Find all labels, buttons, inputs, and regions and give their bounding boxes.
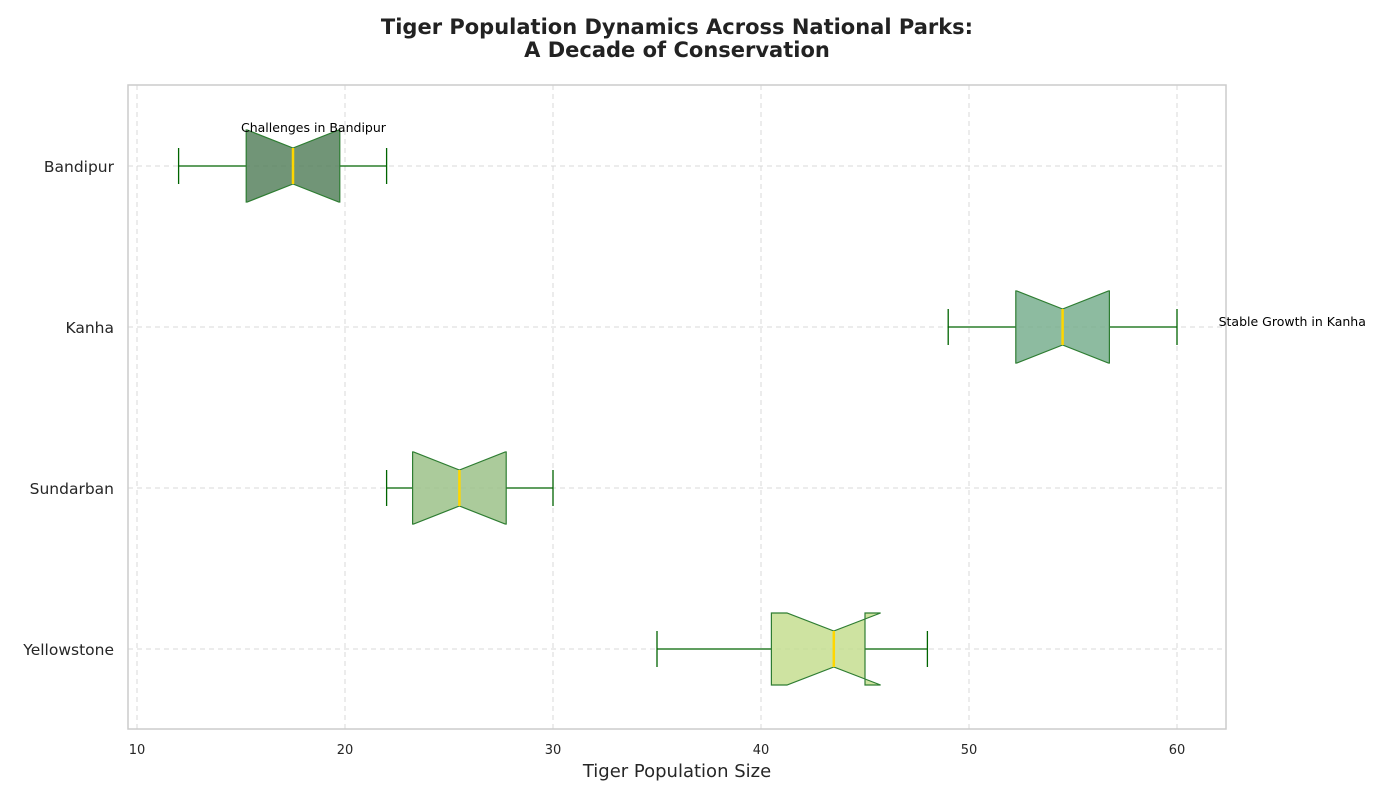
x-tick-label-50: 50 [961,743,978,758]
annotation-kanha: Stable Growth in Kanha [1219,314,1366,329]
x-tick-label-40: 40 [753,743,770,758]
category-label-sundarban: Sundarban [30,480,114,498]
category-label-bandipur: Bandipur [44,158,115,176]
boxes [177,129,1178,686]
x-tick-label-30: 30 [545,743,562,758]
x-axis-label: Tiger Population Size [582,761,771,782]
box-yellowstone [770,612,881,686]
plot-area-frame [127,84,1227,730]
annotations: Challenges in Bandipur Stable Growth in K… [241,120,1366,329]
x-tick-labels: 10 20 30 40 50 60 [129,743,1186,758]
annotation-bandipur: Challenges in Bandipur [241,120,387,135]
category-labels: Yellowstone Sundarban Kanha Bandipur [22,158,114,659]
category-label-kanha: Kanha [65,319,114,337]
x-tick-label-60: 60 [1169,743,1186,758]
x-tick-label-20: 20 [337,743,354,758]
x-tick-label-10: 10 [129,743,146,758]
chart-title-line-2: A Decade of Conservation [524,38,830,62]
category-label-yellowstone: Yellowstone [22,641,114,659]
chart-title-line-1: Tiger Population Dynamics Across Nationa… [381,15,973,39]
